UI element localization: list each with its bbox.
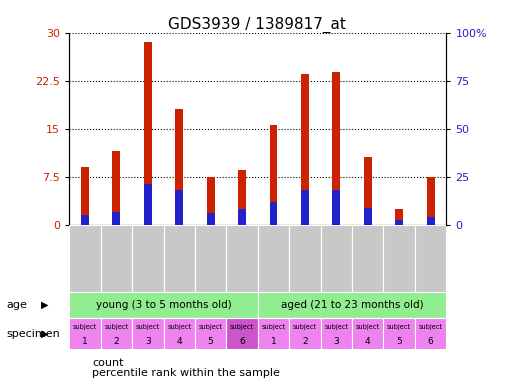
FancyBboxPatch shape (289, 225, 321, 292)
FancyBboxPatch shape (258, 318, 289, 349)
Text: 1: 1 (271, 337, 277, 346)
Text: subject: subject (324, 324, 348, 330)
Bar (144, 184, 152, 225)
Bar (301, 74, 309, 225)
Bar (427, 177, 435, 225)
Text: subject: subject (167, 324, 191, 330)
FancyBboxPatch shape (195, 225, 226, 292)
Text: subject: subject (293, 324, 317, 330)
Text: 6: 6 (239, 337, 245, 346)
FancyBboxPatch shape (69, 225, 101, 292)
Bar (364, 157, 372, 225)
FancyBboxPatch shape (132, 225, 164, 292)
FancyBboxPatch shape (383, 225, 415, 292)
FancyBboxPatch shape (321, 225, 352, 292)
Bar (238, 209, 246, 225)
Text: GDS3939 / 1389817_at: GDS3939 / 1389817_at (168, 17, 345, 33)
Bar (175, 190, 183, 225)
Text: subject: subject (262, 324, 286, 330)
Bar (269, 202, 278, 225)
Text: 5: 5 (397, 337, 402, 346)
Bar (112, 212, 121, 225)
Bar (207, 177, 214, 225)
Text: subject: subject (419, 324, 443, 330)
Bar (81, 215, 89, 225)
Text: count: count (92, 358, 124, 368)
FancyBboxPatch shape (69, 318, 101, 349)
Text: 3: 3 (333, 337, 339, 346)
Bar (269, 126, 278, 225)
Text: 4: 4 (176, 337, 182, 346)
FancyBboxPatch shape (226, 318, 258, 349)
Text: subject: subject (73, 324, 97, 330)
FancyBboxPatch shape (226, 225, 258, 292)
Text: 2: 2 (113, 337, 119, 346)
Bar (395, 209, 403, 225)
FancyBboxPatch shape (352, 318, 383, 349)
Bar (395, 220, 403, 225)
Text: aged (21 to 23 months old): aged (21 to 23 months old) (281, 300, 423, 310)
Bar (301, 190, 309, 225)
FancyBboxPatch shape (101, 225, 132, 292)
FancyBboxPatch shape (132, 318, 164, 349)
FancyBboxPatch shape (289, 318, 321, 349)
Text: subject: subject (199, 324, 223, 330)
FancyBboxPatch shape (415, 318, 446, 349)
FancyBboxPatch shape (415, 225, 446, 292)
FancyBboxPatch shape (321, 318, 352, 349)
Bar (238, 170, 246, 225)
Text: subject: subject (136, 324, 160, 330)
FancyBboxPatch shape (352, 225, 383, 292)
FancyBboxPatch shape (69, 292, 258, 318)
Text: percentile rank within the sample: percentile rank within the sample (92, 368, 280, 378)
Bar (81, 167, 89, 225)
Text: young (3 to 5 months old): young (3 to 5 months old) (95, 300, 231, 310)
Text: 3: 3 (145, 337, 151, 346)
Bar (427, 217, 435, 225)
Text: 6: 6 (428, 337, 433, 346)
Text: subject: subject (356, 324, 380, 330)
FancyBboxPatch shape (258, 225, 289, 292)
Text: subject: subject (387, 324, 411, 330)
Text: age: age (7, 300, 28, 310)
Text: subject: subject (230, 324, 254, 330)
FancyBboxPatch shape (383, 318, 415, 349)
FancyBboxPatch shape (164, 225, 195, 292)
Bar (175, 109, 183, 225)
FancyBboxPatch shape (101, 318, 132, 349)
Text: 4: 4 (365, 337, 370, 346)
Bar (207, 213, 214, 225)
Bar (332, 72, 340, 225)
Bar (364, 209, 372, 225)
Bar (112, 151, 121, 225)
Bar (144, 42, 152, 225)
FancyBboxPatch shape (164, 318, 195, 349)
Text: subject: subject (104, 324, 128, 330)
FancyBboxPatch shape (258, 292, 446, 318)
Bar (332, 190, 340, 225)
Text: ▶: ▶ (42, 300, 49, 310)
Text: specimen: specimen (7, 329, 61, 339)
FancyBboxPatch shape (195, 318, 226, 349)
Text: 2: 2 (302, 337, 308, 346)
Text: 1: 1 (82, 337, 88, 346)
Text: 5: 5 (208, 337, 213, 346)
Text: ▶: ▶ (42, 329, 49, 339)
